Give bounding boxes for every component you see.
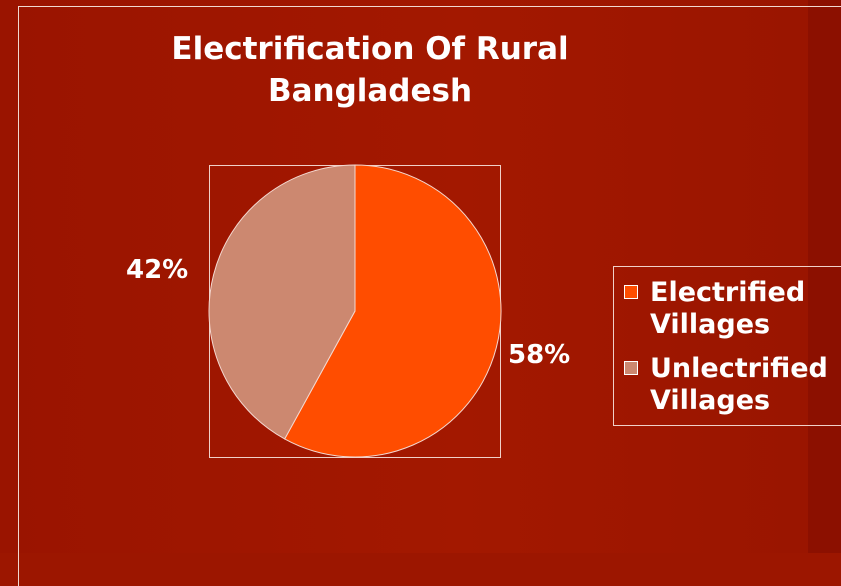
pie-slice-unelectrified [208,164,356,440]
pie-slice-electrified [283,164,502,458]
legend: Electrified Villages Unlectrified Villag… [613,266,841,426]
legend-label-unelectrified: Unlectrified Villages [650,353,828,416]
data-label-electrified: 58% [508,340,571,370]
slide-right-band [808,0,841,553]
legend-label-electrified: Electrified Villages [650,277,806,340]
slide-frame [18,6,841,586]
legend-swatch-unelectrified [624,361,638,375]
legend-swatch-electrified [624,285,638,299]
data-label-unelectrified: 42% [126,255,189,285]
chart-title: Electrification Of Rural Bangladesh [171,31,569,109]
pie-chart [208,164,502,458]
